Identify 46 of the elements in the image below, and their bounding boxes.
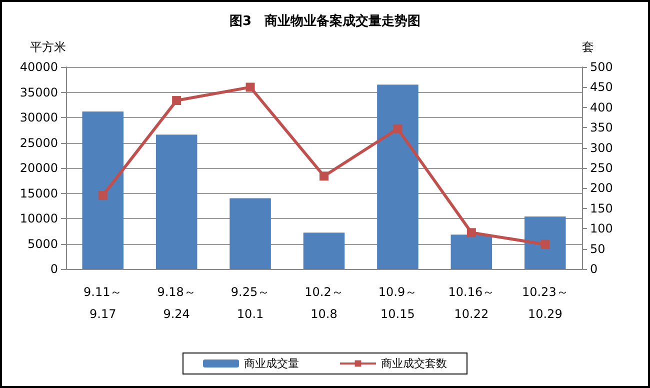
- bar: [377, 84, 418, 269]
- bar: [230, 198, 271, 269]
- point: [393, 124, 402, 134]
- bar: [82, 111, 124, 269]
- point: [172, 96, 182, 106]
- y2-tick-label: 500: [590, 60, 613, 74]
- point: [98, 190, 108, 200]
- y2-tick-label: 100: [590, 222, 613, 236]
- x-tick-label: 10.9～ 10.15: [378, 285, 418, 321]
- y-tick-label: 5000: [27, 236, 58, 251]
- y-tick-label: 25000: [20, 136, 58, 150]
- y2-tick-label: 0: [590, 262, 598, 276]
- y-tick-label: 30000: [20, 110, 58, 124]
- y-tick-label: 10000: [20, 212, 58, 226]
- x-tick-label: 10.16～ 10.22: [448, 285, 495, 321]
- legend-label: 商业成交套数: [381, 357, 447, 370]
- y2-tick-label: 250: [590, 161, 613, 175]
- bar: [450, 234, 492, 269]
- point: [540, 240, 550, 249]
- point: [320, 172, 328, 181]
- y2-tick-label: 450: [590, 80, 613, 94]
- point: [466, 228, 476, 238]
- y2-tick-label: 50: [590, 242, 606, 256]
- x-tick-label: 10.2～ 10.8: [304, 285, 344, 321]
- x-tick-label: 9.11～ 9.17: [84, 285, 122, 321]
- y2-tick-label: 350: [590, 120, 613, 135]
- x-tick-label: 9.18～ 9.24: [157, 285, 196, 321]
- y2-axis-title: 套: [582, 40, 594, 54]
- y-axis-title: 平方米: [30, 40, 66, 54]
- legend-label: 商业成交量: [244, 357, 299, 370]
- bar: [303, 232, 345, 269]
- y2-tick-label: 400: [590, 100, 613, 114]
- y-tick-label: 20000: [20, 161, 58, 175]
- bar: [524, 216, 566, 269]
- y-tick-label: 40000: [20, 60, 58, 74]
- y-tick-label: 0: [50, 262, 58, 276]
- x-tick-label: 9.25～ 10.1: [230, 285, 270, 321]
- y-tick-label: 15000: [20, 186, 58, 200]
- y2-tick-label: 150: [590, 201, 613, 216]
- x-tick-label: 10.23～ 10.29: [522, 285, 568, 321]
- bar: [156, 134, 198, 269]
- point: [246, 82, 255, 92]
- chart-title: 图3 商业物业备案成交量走势图: [229, 13, 421, 29]
- y-tick-label: 35000: [20, 85, 58, 100]
- y2-tick-label: 300: [590, 140, 613, 155]
- y2-tick-label: 200: [590, 181, 613, 196]
